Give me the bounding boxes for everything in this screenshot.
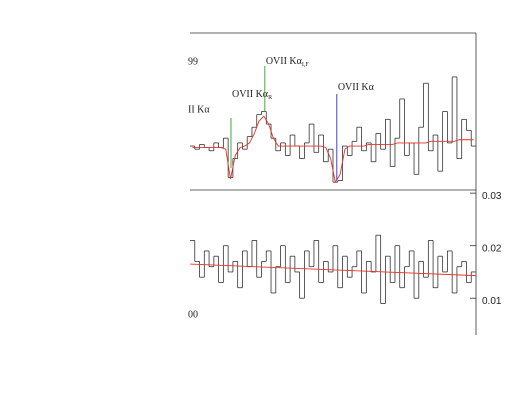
y-tick-label: 0.01 [482,296,502,307]
annotation-label: OVII KαR [232,89,272,101]
annotation-subscript: I,F [302,62,309,68]
corner-label: 00 [188,309,198,320]
model-line [189,263,477,277]
annotation-subscript: R [268,95,272,101]
y-tick-label: 0.02 [482,243,502,254]
cropped-label: II Kα [188,104,210,115]
annotation-label: OVII KαI,F [266,56,310,68]
y-tick-label: 0.03 [482,191,502,202]
model-line [192,115,474,184]
annotation-label: OVII Kα [338,82,375,93]
annotation-text: OVII Kα [338,82,375,93]
corner-label: 99 [188,56,198,67]
annotation-text: OVII Kα [266,56,303,67]
annotation-text: OVII Kα [232,89,269,100]
